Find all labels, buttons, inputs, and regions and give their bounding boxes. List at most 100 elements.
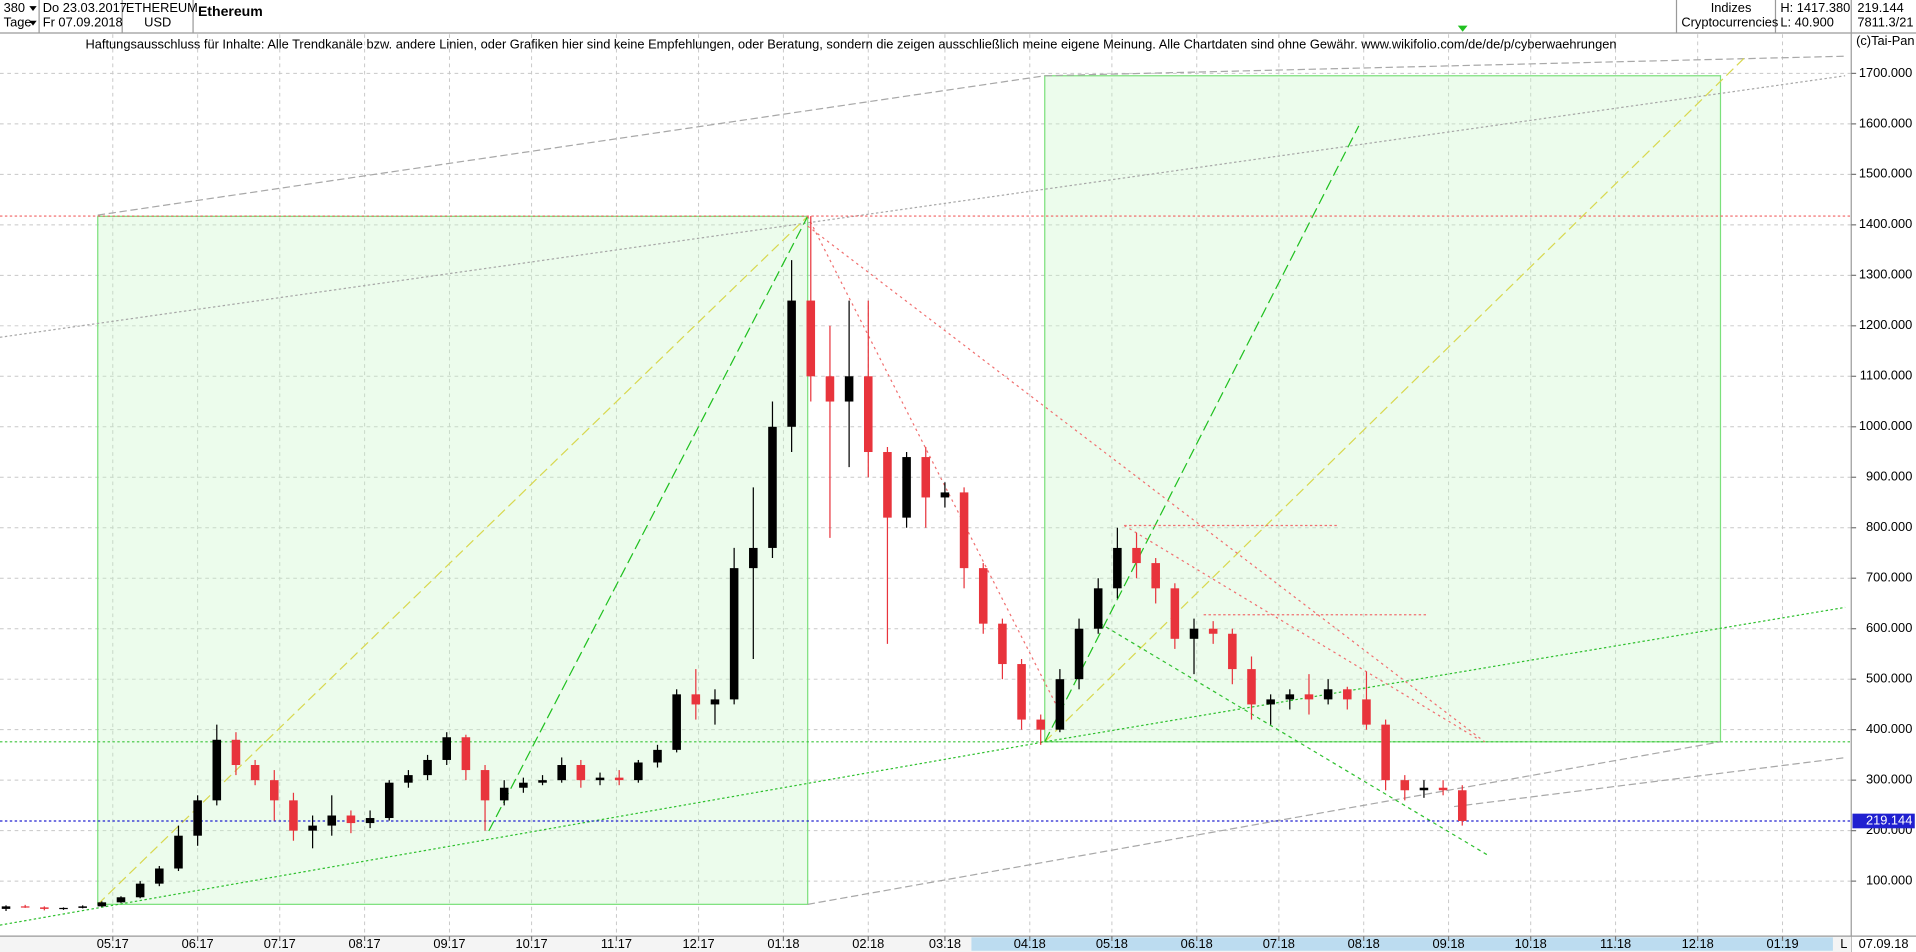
x-tick-label: 07.18	[1263, 936, 1295, 951]
candle-body	[1362, 699, 1371, 725]
currency: USD	[144, 15, 171, 30]
candle-body	[212, 739, 222, 801]
candle-body	[1400, 780, 1410, 791]
last-price-box	[1852, 813, 1915, 829]
x-tick-label: 03.18	[929, 936, 961, 951]
x-tick-label: 04.18	[1014, 936, 1046, 951]
candle-body	[844, 376, 854, 402]
x-tick-label: 08.18	[1348, 936, 1380, 951]
period[interactable]: 380	[4, 0, 25, 15]
candle-body	[193, 800, 202, 836]
trend-line	[807, 741, 1721, 905]
trend-line	[1044, 55, 1846, 77]
candle-body	[691, 694, 701, 705]
candle-body	[1285, 694, 1295, 700]
y-tick-label: 1700.000	[1859, 65, 1913, 80]
candle-body	[1055, 679, 1065, 730]
candle-body	[384, 782, 394, 819]
candle-body	[231, 739, 241, 766]
candle-body	[1457, 790, 1467, 821]
candle-layer	[0, 215, 1852, 911]
dropdown-arrow[interactable]	[29, 6, 37, 11]
candle-body	[614, 777, 624, 781]
trend-line	[0, 741, 1045, 926]
y-tick-label: 300.000	[1866, 772, 1912, 787]
copyright: (c)Tai-Pan	[1856, 33, 1914, 48]
candle-body	[557, 765, 566, 781]
x-tick-label: 05.17	[97, 936, 129, 951]
candle-body	[1304, 694, 1314, 700]
candle-body	[653, 749, 662, 763]
y-tick-label: 800.000	[1866, 519, 1912, 534]
y-tick-label: 1400.000	[1859, 216, 1913, 231]
x-tick-label: 09.17	[433, 936, 465, 951]
trend-line	[807, 216, 1059, 710]
y-tick-label: 1300.000	[1859, 267, 1913, 282]
header: 380 Tage Do 23.03.2017 Fr 07.09.2018 ETH…	[0, 0, 1916, 34]
end-date: 07.09.18	[1859, 936, 1909, 951]
x-tick-label: 02.18	[852, 936, 884, 951]
candle-body	[1170, 588, 1180, 639]
x-tick-label: 09.18	[1433, 936, 1465, 951]
unit[interactable]: Tage	[4, 15, 32, 30]
x-tick-label: 01.18	[767, 936, 799, 951]
candle-body	[921, 457, 931, 498]
fan-line	[488, 216, 809, 832]
trend-line	[1123, 524, 1479, 740]
visible-range[interactable]	[971, 937, 1833, 951]
candle-body	[250, 765, 260, 781]
trend-line	[1099, 622, 1489, 856]
candle-body	[863, 376, 873, 453]
candle-body	[327, 815, 337, 826]
candle-body	[270, 780, 279, 801]
y-tick-label: 500.000	[1866, 671, 1912, 686]
candle-body	[806, 300, 816, 377]
candle-body	[1228, 633, 1237, 670]
candle-body	[1381, 724, 1390, 781]
y-tick-label: 700.000	[1866, 570, 1912, 585]
candle-body	[883, 452, 892, 518]
annotation-layer	[0, 54, 1852, 926]
candle-body	[404, 775, 413, 783]
axis-layer: 100.000200.000300.000400.000500.000600.0…	[97, 65, 1915, 951]
candle-body	[1247, 669, 1256, 705]
candle-body	[672, 694, 681, 750]
x-tick-label: 12.17	[683, 936, 715, 951]
candle-body	[787, 300, 796, 427]
candle-body	[1151, 563, 1160, 589]
y-tick-label: 1500.000	[1859, 166, 1913, 181]
x-tick-label: 01.19	[1766, 936, 1798, 951]
dropdown-arrow[interactable]	[29, 20, 37, 26]
candle-body	[1189, 628, 1199, 639]
candle-body	[768, 426, 777, 548]
y-tick-label: 900.000	[1866, 469, 1912, 484]
x-tick-label: 06.18	[1181, 936, 1213, 951]
candle-body	[576, 765, 586, 781]
candle-body	[634, 762, 643, 781]
candle-body	[1266, 699, 1275, 705]
trend-line	[97, 75, 1045, 216]
candle-body	[1093, 588, 1103, 629]
x-tick-label: 07.17	[264, 936, 296, 951]
candle-body	[978, 568, 988, 624]
y-tick-label: 1200.000	[1859, 317, 1913, 332]
candle-body	[155, 868, 164, 884]
symbol: ETHEREUM	[126, 0, 198, 15]
last: 219.144	[1857, 0, 1903, 15]
date-from: Do 23.03.2017	[43, 0, 127, 15]
candle-body	[346, 815, 356, 824]
high: H: 1417.380	[1780, 0, 1850, 15]
candle-body	[1323, 689, 1333, 700]
scale-mode[interactable]: L	[1840, 936, 1847, 951]
y-tick-label: 1600.000	[1859, 115, 1913, 130]
candle-body	[1074, 628, 1084, 680]
trend-line	[807, 225, 1486, 743]
x-tick-label: 08.17	[349, 936, 381, 951]
date-to: Fr 07.09.2018	[43, 15, 123, 30]
candle-body	[729, 568, 739, 700]
candle-body	[825, 376, 835, 402]
grid-layer	[0, 34, 1852, 935]
trend-line	[1044, 606, 1846, 743]
